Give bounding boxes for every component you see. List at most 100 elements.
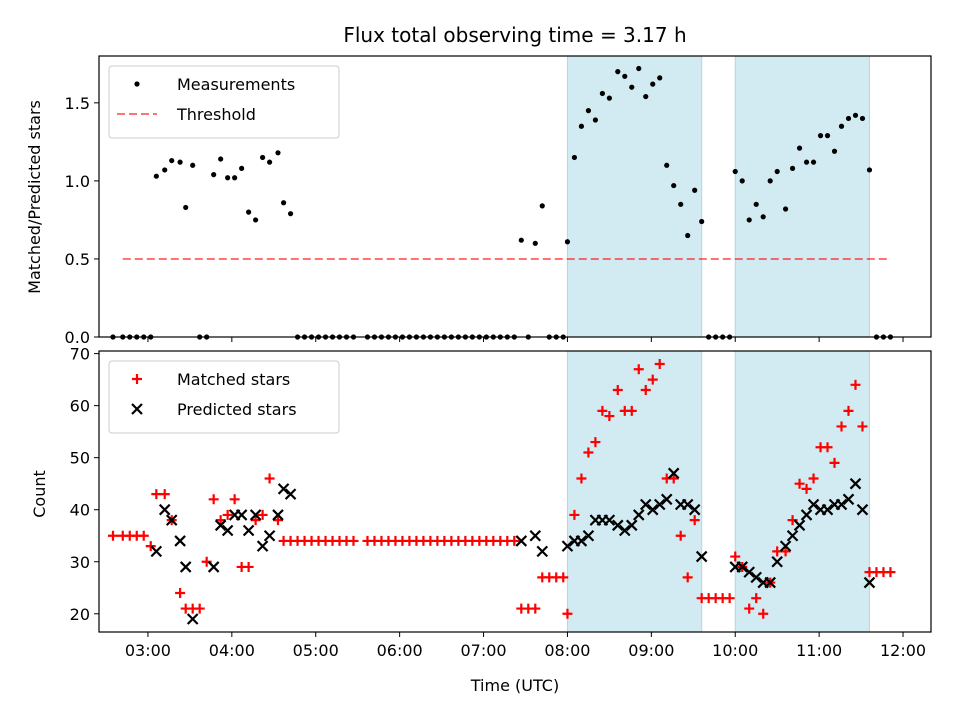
measurement-point [606,95,612,101]
plot-frame-1 [98,350,932,633]
predicted-star-point [277,483,290,495]
matched-star-point [808,473,819,484]
x-tick-label: 06:00 [377,641,423,660]
matched-star-point [243,561,254,572]
legend-label: Predicted stars [177,400,297,419]
measurement-point [782,206,789,212]
x-tick-label: 04:00 [209,641,255,660]
measurement-point [246,209,252,215]
measurement-point [838,123,845,129]
measurement-point [746,217,752,223]
x-tick-label: 09:00 [628,641,674,660]
predicted-star-point [660,493,673,506]
predicted-star-point [207,561,220,573]
predicted-star-point [688,503,701,516]
x-tick-label: 07:00 [460,641,506,660]
predicted-star-point [256,540,269,552]
predicted-star-point [242,524,255,537]
predicted-star-point [536,545,549,558]
x-tick-label: 08:00 [544,641,590,660]
measurement-point [643,93,649,100]
legend-matched-swatch [132,374,142,384]
matched-star-point [208,494,219,505]
predicted-star-point [214,519,227,532]
predicted-star-point [582,529,595,542]
measurement-point [287,211,294,217]
legend-measurement-swatch [134,81,140,87]
measurement-point [692,187,698,193]
x-tick-label: 10:00 [712,641,758,660]
predicted-star-point [779,540,792,552]
x-tick-label: 11:00 [796,641,842,660]
measurement-point [845,115,852,122]
matched-star-point [647,374,658,385]
matched-star-point [229,494,240,505]
measurement-point [622,73,628,79]
x-tick-label: 12:00 [880,641,926,660]
matched-star-point [272,515,283,526]
predicted-star-point [272,509,284,521]
matched-star-point [682,572,693,583]
measurement-point [810,159,817,165]
legend-box [108,65,340,139]
predicted-star-point [849,477,862,490]
matched-star-point [348,535,359,546]
measurement-point [153,173,159,179]
shaded-interval-1-0 [566,350,703,633]
matched-star-point [730,551,741,562]
matched-star-point [654,359,665,370]
measurement-point [753,201,759,207]
measurement-point [760,214,766,220]
measurement-point [599,90,605,97]
predicted-star-point [793,519,806,532]
predicted-star-point [856,503,869,516]
matched-star-point [668,473,679,484]
predicted-star-point [186,613,199,625]
legend-0: Measurements Threshold [108,65,340,139]
predicted-star-point [179,561,192,573]
legend-label: Threshold [176,105,256,124]
x-tick-label: 05:00 [293,641,339,660]
shaded-interval-0-1 [734,55,870,338]
measurement-point [859,115,866,122]
matched-star-point [590,437,601,448]
measurement-point [585,108,592,114]
measurement-point [774,168,780,175]
matched-star-point [175,587,186,598]
matched-star-point [801,483,812,494]
predicted-star-point [771,555,783,568]
matched-star-point [829,457,840,468]
predicted-star-point [174,535,186,547]
shaded-interval-0-0 [566,55,703,338]
matched-star-point [530,603,541,614]
y-tick-label: 60 [70,397,90,416]
measurement-point [239,165,245,171]
matched-star-point [194,603,205,614]
predicted-star-point [150,545,163,558]
matched-star-point [822,442,833,453]
matched-star-point [850,379,861,390]
predicted-star-point [618,524,631,537]
predicted-star-point [750,571,762,584]
measurement-point [225,175,231,181]
matched-star-point [758,608,769,619]
shaded-interval-1-1 [734,350,870,633]
y-tick-label: 20 [70,605,90,624]
measurement-point [218,156,224,162]
matched-star-point [612,385,623,396]
measurement-point [211,172,217,178]
matched-star-point [597,405,608,416]
measurement-point [532,240,538,246]
ratio-panel: 0.0 0.5 1.0 1.5 Measurements Threshold [65,55,932,347]
measurement-point [253,217,259,223]
matched-star-point [264,473,275,484]
predicted-star-point [639,498,652,511]
measurement-point [280,200,287,206]
matched-star-point [159,489,170,500]
matched-star-point [138,530,149,541]
y-tick-label: 0.5 [65,250,90,269]
measurement-point [592,117,599,123]
matched-star-point [843,405,854,416]
predicted-star-point [611,519,624,532]
